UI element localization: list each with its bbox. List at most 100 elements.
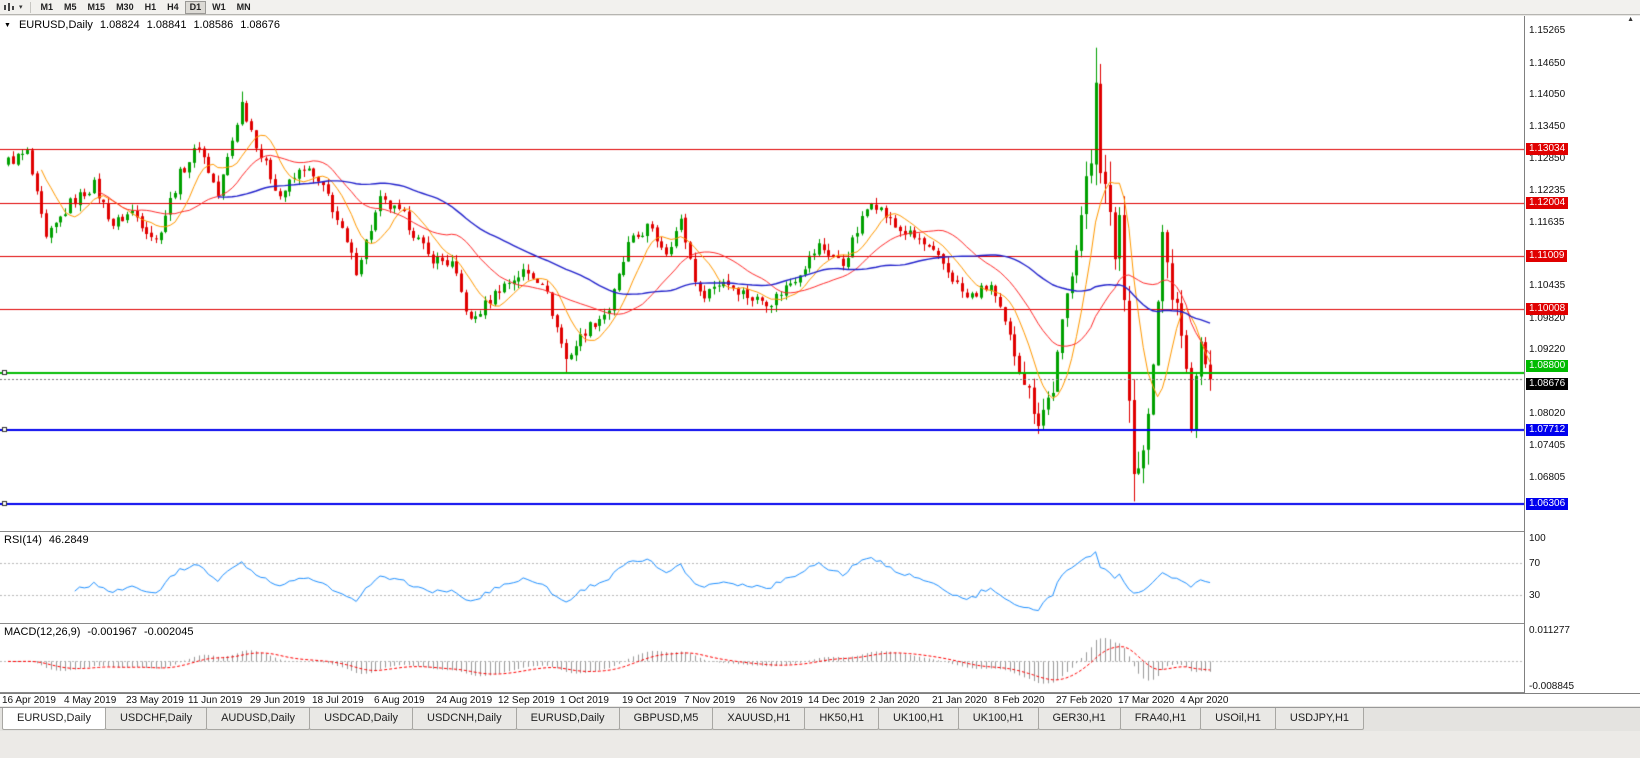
date-label: 24 Aug 2019: [436, 695, 493, 706]
symbol-timeframe-label: EURUSD,Daily: [18, 19, 93, 31]
panel-separator-rsi[interactable]: [0, 531, 1640, 532]
macd-indicator-canvas[interactable]: [0, 624, 1524, 692]
chart-window: ▼ EURUSD,Daily 1.08824 1.08841 1.08586 1…: [0, 16, 1640, 706]
rsi-current-value: 46.2849: [48, 534, 89, 546]
price-tick-label: 1.14650: [1529, 58, 1566, 69]
macd-header: MACD(12,26,9) -0.001967 -0.002045: [4, 626, 194, 638]
chart-tab-14-usdjpy-h1[interactable]: USDJPY,H1: [1274, 708, 1365, 730]
timeframe-button-h4[interactable]: H4: [162, 1, 184, 14]
chart-tab-7-xauusd-h1[interactable]: XAUUSD,H1: [712, 708, 806, 730]
price-tick-label: 1.13450: [1529, 121, 1566, 132]
date-label: 16 Apr 2019: [2, 695, 56, 706]
date-label: 4 Apr 2020: [1180, 695, 1229, 706]
timeframe-toolbar: ▾ M1 M5 M15 M30 H1 H4 D1 W1 MN: [0, 0, 1640, 15]
price-tick-label: 1.11635: [1529, 217, 1565, 228]
price-chart-canvas[interactable]: [0, 16, 1524, 531]
date-label: 12 Sep 2019: [498, 695, 555, 706]
date-label: 11 Jun 2019: [188, 695, 243, 706]
panel-separator-macd[interactable]: [0, 623, 1640, 624]
date-label: 8 Feb 2020: [994, 695, 1045, 706]
chart-tab-6-gbpusd-m5[interactable]: GBPUSD,M5: [618, 708, 714, 730]
timeframe-button-h1[interactable]: H1: [140, 1, 162, 14]
price-tick-label: 1.15265: [1529, 25, 1566, 36]
date-label: 4 May 2019: [64, 695, 117, 706]
chart-tabs-bar: EURUSD,Daily USDCHF,Daily AUDUSD,Daily USDC…: [0, 707, 1640, 731]
line-price-label: 1.13034: [1526, 143, 1569, 155]
chart-tab-8-hk50-h1[interactable]: HK50,H1: [804, 708, 879, 730]
chart-tab-3-usdcad-daily[interactable]: USDCAD,Daily: [309, 708, 414, 730]
timeframe-buttons-group: M1 M5 M15 M30 H1 H4 D1 W1 MN: [36, 0, 256, 14]
line-price-label: 1.07712: [1526, 424, 1569, 436]
price-scale[interactable]: ▲ 1.15265 1.14650 1.14050 1.13450 1.12850 1.1…: [1524, 16, 1640, 706]
date-label: 26 Nov 2019: [746, 695, 803, 706]
status-bar: [0, 731, 1640, 758]
scale-top-marker-icon: ▲: [1627, 16, 1634, 23]
line-price-label: 1.11009: [1526, 250, 1568, 262]
chart-tab-9-uk100-h1[interactable]: UK100,H1: [877, 708, 959, 730]
macd-main-value: -0.001967: [87, 626, 137, 638]
price-tick-label: 1.07405: [1529, 440, 1566, 451]
date-label: 1 Oct 2019: [560, 695, 609, 706]
chart-tab-12-fra40-h1[interactable]: FRA40,H1: [1119, 708, 1202, 730]
rsi-scale-label: 100: [1529, 533, 1546, 544]
ohlc-high-value: 1.08841: [146, 19, 187, 31]
date-label: 18 Jul 2019: [312, 695, 364, 706]
chart-tab-2-audusd-daily[interactable]: AUDUSD,Daily: [206, 708, 311, 730]
timeframe-button-m30[interactable]: M30: [111, 1, 139, 14]
line-price-label: 1.10008: [1526, 303, 1569, 315]
date-label: 17 Mar 2020: [1118, 695, 1175, 706]
price-tick-label: 1.14050: [1529, 89, 1566, 100]
chart-tab-10-uk100-h1[interactable]: UK100,H1: [957, 708, 1039, 730]
chart-tab-4-usdcnh-daily[interactable]: USDCNH,Daily: [412, 708, 517, 730]
date-label: 23 May 2019: [126, 695, 184, 706]
timeframe-button-d1[interactable]: D1: [184, 0, 207, 14]
date-label: 2 Jan 2020: [870, 695, 920, 706]
date-label: 14 Dec 2019: [808, 695, 865, 706]
toolbar-separator: [29, 1, 31, 13]
symbol-dropdown-icon[interactable]: ▼: [4, 21, 11, 29]
timeframe-button-m5[interactable]: M5: [59, 1, 82, 14]
timeframe-button-m15[interactable]: M15: [83, 1, 111, 14]
rsi-scale-label: 70: [1529, 558, 1541, 569]
date-label: 7 Nov 2019: [684, 695, 736, 706]
date-label: 27 Feb 2020: [1056, 695, 1113, 706]
price-tick-label: 1.09220: [1529, 344, 1566, 355]
rsi-header: RSI(14) 46.2849: [4, 534, 89, 546]
chart-type-caret-icon[interactable]: ▾: [19, 4, 23, 11]
panel-separator-axis: [0, 692, 1640, 693]
chart-tab-13-usoil-h1[interactable]: USOil,H1: [1200, 708, 1276, 730]
chart-type-icon[interactable]: [3, 2, 15, 13]
timeframe-button-mn[interactable]: MN: [232, 1, 256, 14]
date-label: 29 Jun 2019: [250, 695, 306, 706]
chart-tab-11-ger30-h1[interactable]: GER30,H1: [1037, 708, 1121, 730]
macd-scale-label: -0.008845: [1529, 681, 1575, 692]
chart-tab-5-eurusd-daily[interactable]: EURUSD,Daily: [515, 708, 620, 730]
line-price-label: 1.12004: [1526, 197, 1569, 209]
macd-label: MACD(12,26,9): [4, 626, 81, 638]
timeframe-button-m1[interactable]: M1: [36, 1, 59, 14]
current-price-label: 1.08676: [1526, 378, 1569, 390]
date-label: 6 Aug 2019: [374, 695, 425, 706]
price-tick-label: 1.09820: [1529, 313, 1566, 324]
price-tick-label: 1.10435: [1529, 280, 1566, 291]
rsi-scale-label: 30: [1529, 590, 1541, 601]
chart-title: ▼ EURUSD,Daily 1.08824 1.08841 1.08586 1…: [4, 19, 280, 31]
price-tick-label: 1.12850: [1529, 153, 1566, 164]
rsi-indicator-canvas[interactable]: [0, 532, 1524, 623]
ohlc-close-value: 1.08676: [240, 19, 280, 31]
price-tick-label: 1.06805: [1529, 472, 1566, 483]
date-axis[interactable]: 16 Apr 2019 4 May 2019 23 May 2019 11 Jun 2…: [0, 693, 1640, 706]
price-tick-label: 1.08020: [1529, 408, 1566, 419]
line-price-label: 1.08800: [1526, 360, 1569, 372]
macd-scale-label: 0.011277: [1529, 625, 1570, 636]
macd-signal-value: -0.002045: [143, 626, 194, 638]
ohlc-low-value: 1.08586: [193, 19, 234, 31]
date-label: 21 Jan 2020: [932, 695, 988, 706]
line-price-label: 1.06306: [1526, 498, 1569, 510]
date-label: 19 Oct 2019: [622, 695, 677, 706]
chart-tab-1-usdchf-daily[interactable]: USDCHF,Daily: [104, 708, 208, 730]
price-tick-label: 1.12235: [1529, 185, 1566, 196]
timeframe-button-w1[interactable]: W1: [207, 1, 231, 14]
chart-tab-0-eurusd-daily[interactable]: EURUSD,Daily: [2, 708, 106, 730]
